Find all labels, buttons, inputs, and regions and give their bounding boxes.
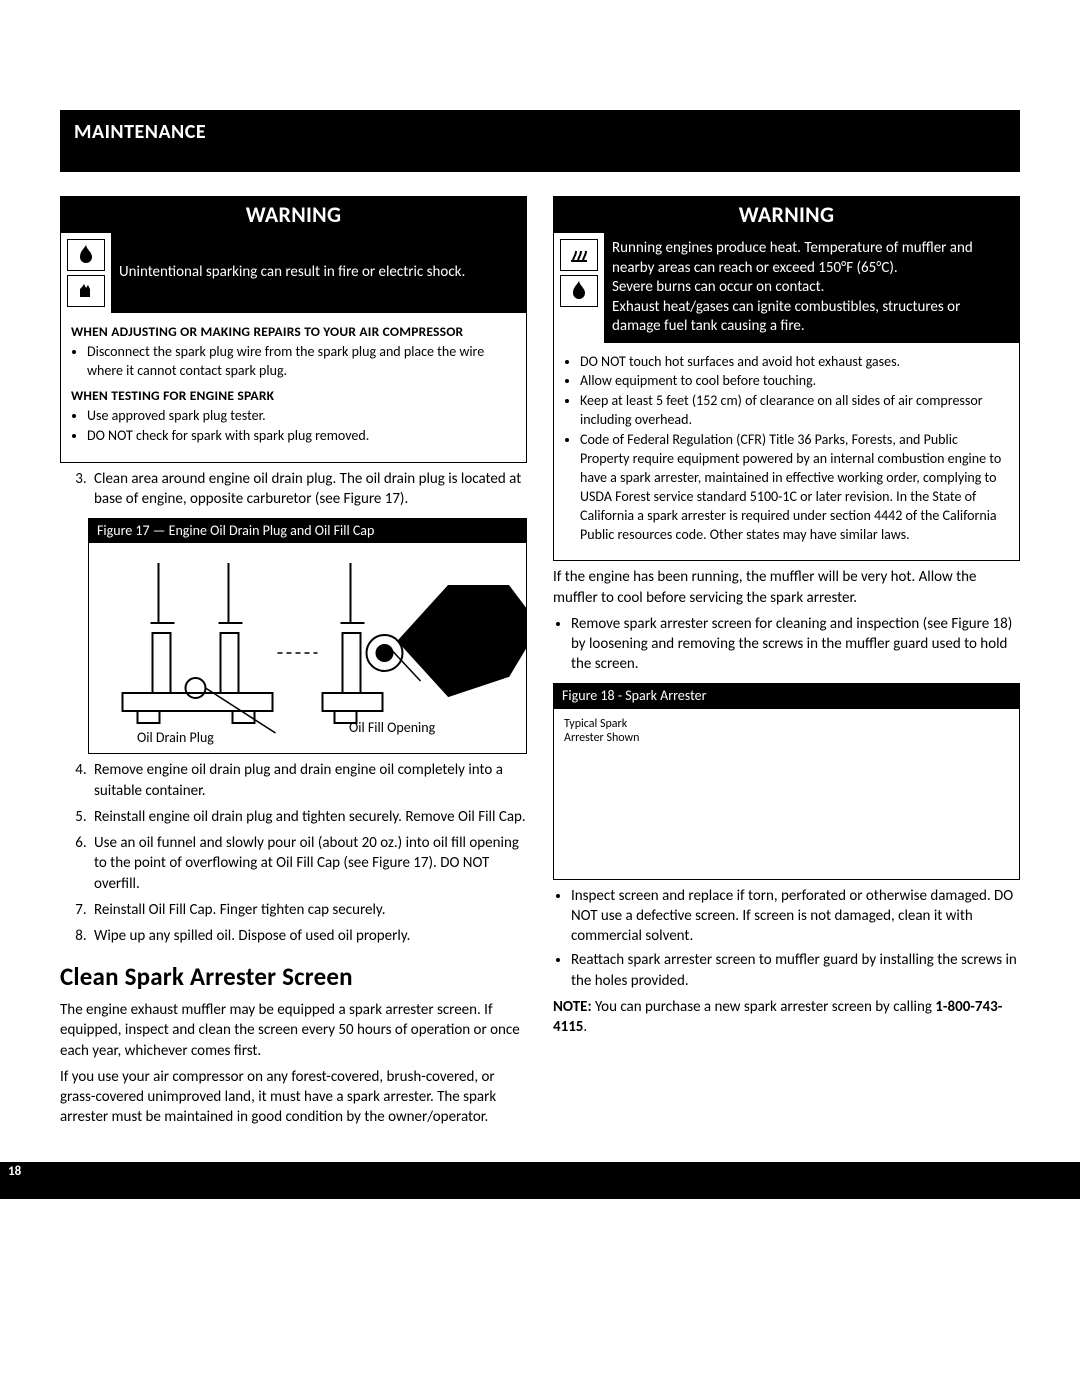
right-bullet-1: Remove spark arrester screen for cleanin… bbox=[571, 614, 1020, 675]
step-3: Clean area around engine oil drain plug.… bbox=[90, 469, 527, 510]
note-paragraph: NOTE: You can purchase a new spark arres… bbox=[553, 997, 1020, 1038]
step-6: Use an oil funnel and slowly pour oil (a… bbox=[90, 833, 527, 894]
figure-17-illustration bbox=[89, 543, 526, 753]
heading-clean-spark: Clean Spark Arrester Screen bbox=[60, 960, 527, 994]
warning-header: WARNING bbox=[61, 197, 526, 233]
warning-sub1-item: Disconnect the spark plug wire from the … bbox=[87, 343, 516, 381]
step-4: Remove engine oil drain plug and drain e… bbox=[90, 760, 527, 801]
figure-18-caption: Figure 18 - Spark Arrester bbox=[554, 684, 1019, 709]
page-number: 18 bbox=[8, 1164, 21, 1179]
fig17-label-left: Oil Drain Plug bbox=[137, 729, 214, 748]
right-bullet-3: Reattach spark arrester screen to muffle… bbox=[571, 950, 1020, 991]
warning-top-line: Exhaust heat/gases can ignite combustibl… bbox=[612, 298, 1011, 337]
figure-18-note: Typical Spark Arrester Shown bbox=[564, 717, 1009, 746]
warning-top-line: Severe burns can occur on contact. bbox=[612, 278, 1011, 298]
hand-shock-icon bbox=[67, 275, 105, 307]
right-bullet-2: Inspect screen and replace if torn, perf… bbox=[571, 886, 1020, 947]
step-5: Reinstall engine oil drain plug and tigh… bbox=[90, 807, 527, 827]
spark-para-1: The engine exhaust muffler may be equipp… bbox=[60, 1000, 527, 1061]
warning-box-left: WARNING Unintentional sparking can resul… bbox=[60, 196, 527, 463]
warning-top-line: Running engines produce heat. Temperatur… bbox=[612, 239, 1011, 278]
fire-icon bbox=[67, 239, 105, 271]
note-tail: . bbox=[583, 1018, 587, 1036]
step-7: Reinstall Oil Fill Cap. Finger tighten c… bbox=[90, 900, 527, 920]
section-header: MAINTENANCE bbox=[60, 110, 1020, 172]
fig17-label-right: Oil Fill Opening bbox=[349, 719, 435, 738]
warning-item: Code of Federal Regulation (CFR) Title 3… bbox=[580, 431, 1009, 544]
figure-17-caption: Figure 17 — Engine Oil Drain Plug and Oi… bbox=[89, 519, 526, 544]
warning-box-right: WARNING Running engines produce heat. Te… bbox=[553, 196, 1020, 561]
note-label: NOTE: bbox=[553, 998, 592, 1016]
warning-top-text: Unintentional sparking can result in fir… bbox=[119, 263, 518, 283]
warning-item: DO NOT touch hot surfaces and avoid hot … bbox=[580, 353, 1009, 372]
figure-17: Figure 17 — Engine Oil Drain Plug and Oi… bbox=[88, 518, 527, 755]
note-text: You can purchase a new spark arrester sc… bbox=[592, 998, 936, 1016]
warning-item: Allow equipment to cool before touching. bbox=[580, 372, 1009, 391]
left-column: WARNING Unintentional sparking can resul… bbox=[60, 196, 527, 1134]
warning-sub2-item: Use approved spark plug tester. bbox=[87, 407, 516, 426]
warning-sub2-item: DO NOT check for spark with spark plug r… bbox=[87, 427, 516, 446]
spark-para-2: If you use your air compressor on any fo… bbox=[60, 1067, 527, 1128]
warning-subhead-1: When Adjusting Or Making Repairs To Your… bbox=[71, 323, 516, 341]
right-column: WARNING Running engines produce heat. Te… bbox=[553, 196, 1020, 1134]
warning-item: Keep at least 5 feet (152 cm) of clearan… bbox=[580, 392, 1009, 430]
warning-header: WARNING bbox=[554, 197, 1019, 233]
hot-surface-icon bbox=[560, 239, 598, 271]
figure-18: Figure 18 - Spark Arrester Typical Spark… bbox=[553, 683, 1020, 880]
warning-subhead-2: When Testing For Engine Spark bbox=[71, 387, 516, 405]
right-para-1: If the engine has been running, the muff… bbox=[553, 567, 1020, 608]
step-8: Wipe up any spilled oil. Dispose of used… bbox=[90, 926, 527, 946]
fire-icon bbox=[560, 275, 598, 307]
